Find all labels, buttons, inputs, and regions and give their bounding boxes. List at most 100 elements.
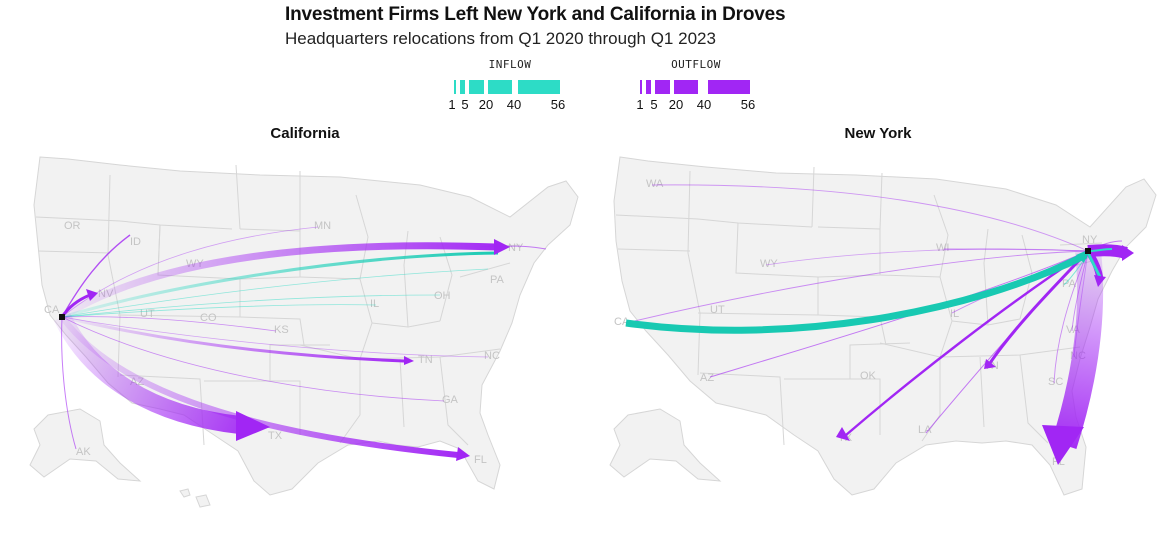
outflow-arc-ny-to-la [925,250,1089,434]
outflow-arc-ny-to-wa [651,184,1089,252]
label-ak: AK [76,446,91,458]
outflow-arc-ny-to-az [709,250,1089,378]
outflow-arc-ca-to-ny [60,242,497,320]
inflow-legend-swatch-56 [518,80,560,94]
california-flow-map: OR ID NV CA UT WY CO AZ AK MN NY PA OH I… [29,156,579,508]
inflow-arc-ny-to-ca [61,251,499,319]
outflow-legend-label: OUTFLOW [671,58,721,71]
outflow-legend-swatch-5 [646,80,651,94]
california-inflows [61,251,499,319]
inflow-arc-nj-to-ny [1086,252,1102,278]
outflow-tick-20: 20 [668,97,684,112]
inflow-tick-1: 1 [448,97,456,112]
label-tx: TX [268,430,283,442]
label-mn: MN [314,220,331,232]
inflow-legend-swatch-1 [454,80,456,94]
outflow-arc-ny-to-wi [943,248,1089,252]
outflow-arc-ny-to-ca [625,250,1089,324]
arrowhead-tn [404,356,414,365]
outflow-tick-56: 56 [740,97,756,112]
california-map-title: California [270,125,340,142]
label-la: LA [918,424,932,436]
hawaii-shape [179,488,211,508]
outflow-arc-ca-to-ks [61,316,277,332]
label-nc: NC [484,350,500,362]
alaska-shape [29,408,142,482]
outflow-legend-swatch-40 [674,80,698,94]
outflow-arc-ca-to-ak [61,316,77,450]
new-york-origin-marker [1085,248,1091,254]
label-az: AZ [700,372,714,384]
new-york-map-states [609,156,1157,496]
label-oh: OH [434,290,451,302]
inflow-tick-5: 5 [461,97,469,112]
outflow-arc-ny-to-nc [1073,250,1089,358]
label-wa: WA [646,178,664,190]
outflow-arc-ca-to-fl [59,315,459,458]
california-arrowheads [86,239,510,461]
inflow-arc-oh-to-ca [61,294,441,318]
new-york-inflows [625,248,1113,334]
outflow-arc-ca-to-nc [61,316,489,358]
label-fl: FL [474,454,487,466]
arrowhead-tx [836,427,850,441]
inflow-legend-label: INFLOW [488,58,532,71]
outflow-tick-5: 5 [650,97,658,112]
inflow-tick-56: 56 [550,97,566,112]
label-sc: SC [1048,376,1063,388]
inflow-tick-20: 20 [478,97,494,112]
outflow-arc-ny-to-ma [1087,240,1123,252]
inflow-legend-swatch-5 [460,80,465,94]
outflow-arc-ca-to-tn [61,315,405,363]
outflow-tick-1: 1 [636,97,644,112]
label-ut: UT [710,304,725,316]
outflow-legend: OUTFLOW 1 5 20 40 56 [626,58,766,114]
outflow-arc-ny-to-sc [1053,250,1089,384]
outflow-arc-ny-to-fl [1051,249,1104,449]
label-ca: CA [44,304,60,316]
outflow-tick-40: 40 [696,97,712,112]
outflow-arc-ca-to-id [61,234,131,318]
label-ny: NY [1082,234,1098,246]
inflow-legend-swatch-20 [469,80,484,94]
inflow-arc-il-to-ca [61,304,377,318]
arrowhead-tn [984,359,996,369]
inflow-arc-pa-to-ca [61,268,489,318]
outflow-legend-swatch-1 [640,80,642,94]
inflow-arc-ct-to-ny [1089,248,1113,252]
inflow-arc-ca-to-ny [625,251,1088,334]
chart-title: Investment Firms Left New York and Calif… [285,4,786,25]
label-ga: GA [442,394,459,406]
alaska-shape [609,408,722,482]
arrowhead-ny [494,239,510,255]
outflow-legend-swatch-20 [655,80,670,94]
outflow-arc-ca-to-ga [61,316,445,402]
outflow-legend-swatch-56 [708,80,750,94]
outflow-arc-ca-to-tx [53,312,241,434]
label-il: IL [950,308,959,320]
arrowhead-ct [1122,245,1134,261]
new-york-map-title: New York [844,125,912,142]
label-or: OR [64,220,81,232]
arrowhead-tx [236,411,270,441]
arrowhead-nv [86,289,98,301]
outflow-arc-ny-to-va [1071,250,1089,332]
california-map-states [29,156,579,508]
california-outflows [53,226,547,458]
label-id: ID [130,236,141,248]
inflow-tick-40: 40 [506,97,522,112]
arrowhead-fl [1042,425,1084,465]
label-ks: KS [274,324,289,336]
inflow-legend-swatch-40 [488,80,512,94]
new-york-flow-map: WA WY WI NY CA UT IL PA VA NC SC TN OK A… [609,156,1157,496]
label-il: IL [370,298,379,310]
label-pa: PA [490,274,505,286]
label-ny: NY [508,242,524,254]
new-york-arrowheads [836,245,1134,465]
label-co: CO [200,312,217,324]
chart-subtitle: Headquarters relocations from Q1 2020 th… [285,29,716,48]
arrowhead-nj [1094,275,1106,287]
label-ok: OK [860,370,877,382]
us-land [613,156,1157,496]
label-tn: TN [418,354,433,366]
